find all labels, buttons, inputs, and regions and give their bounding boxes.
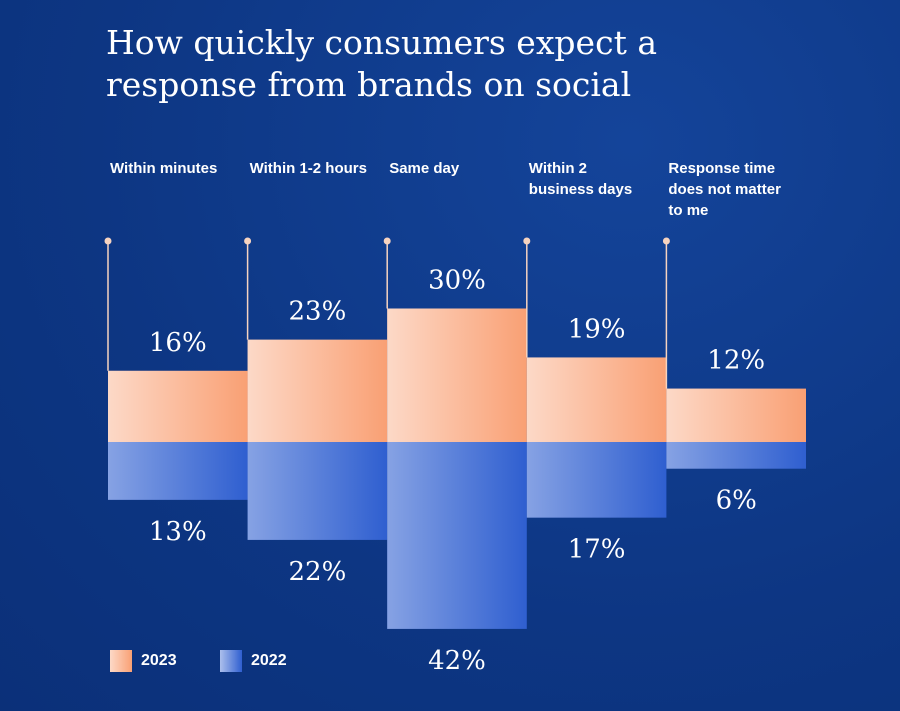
pin-dot [244,237,252,245]
value-label: 30% [428,266,486,296]
category-label: Within minutes [110,160,218,177]
category-label: Same day [389,160,460,177]
value-label: 13% [149,517,207,547]
bar-sheen [666,388,806,442]
legend-label: 2022 [251,652,287,669]
category-label: Response time does not matter to me [668,160,781,219]
bar-sheen [108,442,248,500]
bar-sheen [247,339,388,442]
bar-sheen [526,357,667,442]
category-label: Within 1-2 hours [249,160,367,177]
value-label: 6% [716,486,757,516]
value-label: 23% [289,297,347,327]
legend-label: 2023 [141,652,177,669]
bar-sheen [108,370,248,442]
chart-title: How quickly consumers expect a response … [106,23,657,104]
bar-sheen [666,442,806,469]
legend-sheen [220,650,242,672]
value-label: 22% [289,557,347,587]
bar-sheen [387,442,527,629]
value-label: 12% [707,346,765,376]
value-label: 17% [568,535,626,565]
bar-sheen [387,308,527,442]
value-label: 16% [149,328,207,358]
bar-sheen [247,442,388,540]
pin-dot [383,237,391,245]
value-label: 19% [568,314,626,344]
bar-sheen [526,442,667,518]
value-label: 42% [428,646,486,676]
pin-dot [104,237,112,245]
pin-dot [523,237,531,245]
legend-sheen [110,650,132,672]
pin-dot [662,237,670,245]
category-label: Within 2 business days [528,160,633,198]
